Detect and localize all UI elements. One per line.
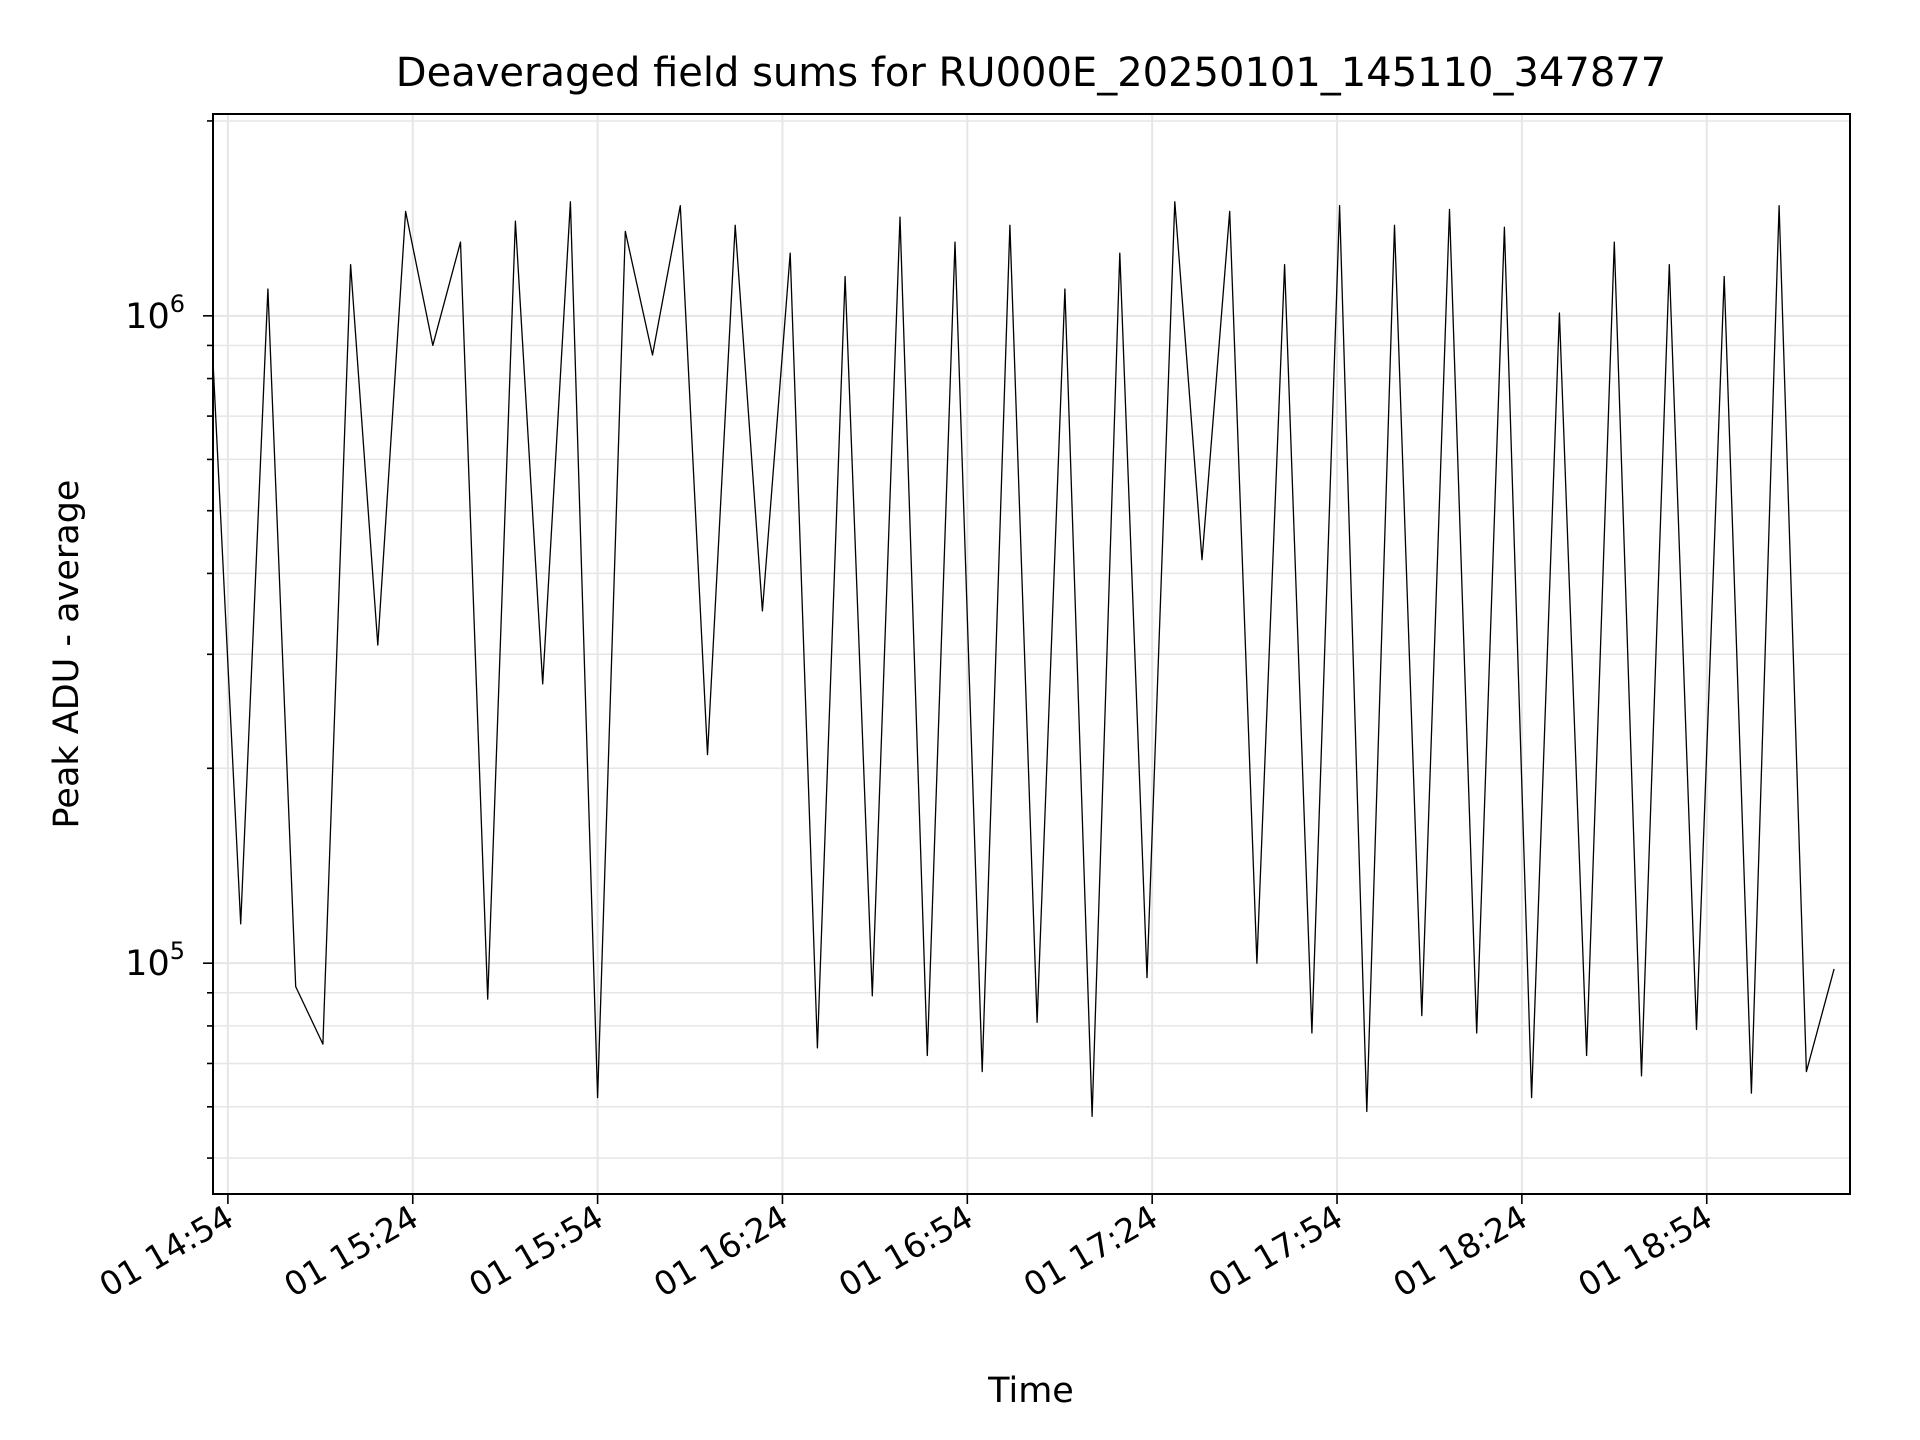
y-tick-label: 106	[125, 290, 185, 337]
series-layer	[212, 201, 1835, 1117]
y-tick-label: 105	[125, 937, 185, 984]
x-axis-label: Time	[987, 1371, 1074, 1411]
plot-area: 01 14:54 01 15:24 01 15:54 01 16:24 01 16:54…	[93, 113, 1851, 1305]
y-axis-label: Peak ADU - average	[47, 480, 87, 829]
y-axis-ticks: 105 106	[125, 120, 213, 1159]
chart-title: Deaveraged field sums for RU000E_2025010…	[396, 50, 1666, 96]
series-line	[212, 201, 1835, 1117]
